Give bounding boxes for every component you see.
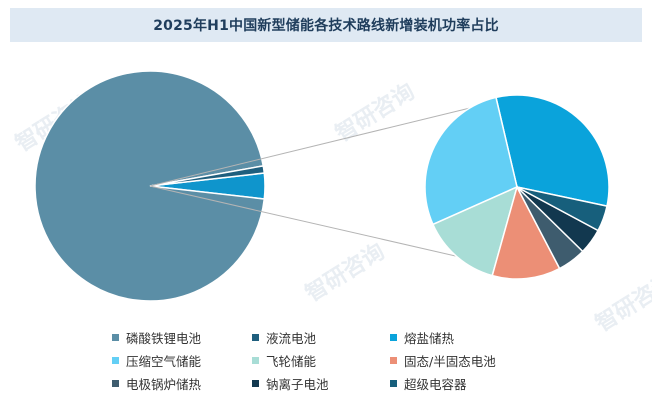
legend-item: 固态/半固态电池 (390, 351, 580, 369)
main-pie-slice (34, 70, 266, 302)
legend-label: 钠离子电池 (266, 376, 329, 392)
legend-item: 电极锅炉储热 (112, 374, 242, 392)
legend-item: 钠离子电池 (252, 374, 380, 392)
legend-label: 超级电容器 (404, 376, 467, 392)
legend-swatch (112, 356, 119, 364)
legend-item: 压缩空气储能 (112, 351, 242, 369)
legend-item: 磷酸铁锂电池 (112, 328, 242, 346)
legend-swatch (390, 333, 397, 341)
legend-label: 磷酸铁锂电池 (126, 330, 202, 346)
chart-title: 2025年H1中国新型储能各技术路线新增装机功率占比 (153, 18, 499, 34)
sub-pie-slice (491, 184, 561, 280)
legend-label: 飞轮储能 (266, 353, 317, 369)
legend-label: 电极锅炉储热 (126, 376, 202, 392)
legend-swatch (252, 333, 259, 341)
connector-line (149, 185, 487, 264)
legend-swatch (390, 379, 397, 387)
legend-item: 飞轮储能 (252, 351, 380, 369)
legend-item: 熔盐储热 (390, 328, 580, 346)
title-bar: 2025年H1中国新型储能各技术路线新增装机功率占比 (10, 8, 642, 42)
sub-pie-slice (495, 94, 610, 208)
legend-swatch (390, 356, 397, 364)
legend-item: 液流电池 (252, 328, 380, 346)
legend-label: 液流电池 (266, 330, 317, 346)
sub-pie-slice (431, 185, 519, 277)
legend: 磷酸铁锂电池 液流电池 熔盐储热压缩空气储能 飞轮储能 固态/半固态电池电极锅炉储热 钠离… (112, 328, 612, 392)
main-pie-slice (149, 165, 266, 187)
connector-line (149, 107, 471, 187)
legend-label: 固态/半固态电池 (404, 353, 496, 369)
legend-swatch (112, 333, 119, 341)
legend-label: 熔盐储热 (404, 330, 455, 346)
legend-swatch (112, 379, 119, 387)
legend-swatch (252, 379, 259, 387)
legend-label: 压缩空气储能 (126, 353, 202, 369)
legend-swatch (252, 356, 259, 364)
legend-item: 超级电容器 (390, 374, 580, 392)
sub-pie-slice (516, 186, 608, 232)
sub-pie-slice (424, 96, 518, 226)
